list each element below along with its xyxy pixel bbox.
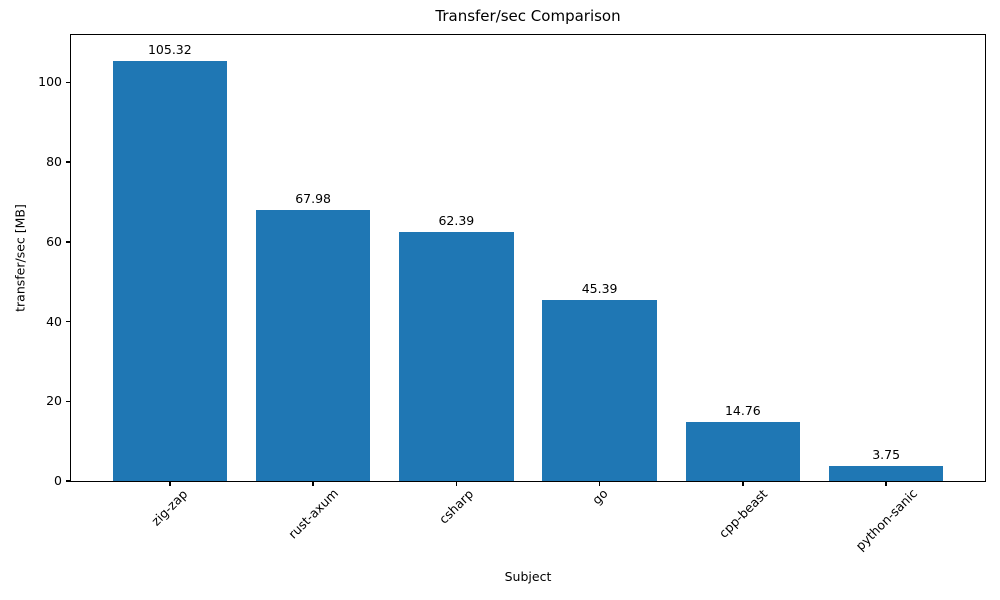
y-tick-label: 20 bbox=[46, 393, 62, 409]
x-tick-mark bbox=[455, 481, 458, 486]
x-tick-label-zig-zap: zig-zap bbox=[148, 486, 191, 529]
y-tick-label: 80 bbox=[46, 154, 62, 170]
plot-area: 0 20 40 60 80 100 105.32 zig-zap 67.98 rust-axum 6… bbox=[38, 34, 986, 554]
bar-value-label: 14.76 bbox=[724, 403, 761, 419]
bar-python-sanic bbox=[828, 466, 944, 481]
y-tick-label: 100 bbox=[38, 74, 62, 90]
bar-value-label: 105.32 bbox=[147, 42, 192, 58]
x-tick-label-go: go bbox=[588, 486, 611, 508]
x-tick-label-csharp: csharp bbox=[436, 485, 477, 527]
bar-csharp bbox=[399, 232, 514, 481]
y-tick-mark bbox=[66, 241, 71, 243]
x-tick-label-rust-axum: rust-axum bbox=[285, 485, 342, 542]
bar-value-label: 62.39 bbox=[438, 213, 475, 229]
y-tick-mark bbox=[66, 161, 71, 163]
y-tick-mark bbox=[66, 480, 71, 482]
x-tick-label-cpp-beast: cpp-beast bbox=[715, 486, 771, 541]
y-axis-label: transfer/sec [MB] bbox=[12, 204, 28, 312]
bar-value-label: 3.75 bbox=[872, 447, 901, 463]
chart-title: Transfer/sec Comparison bbox=[435, 7, 621, 25]
y-tick-label: 40 bbox=[46, 313, 62, 329]
x-tick-mark bbox=[598, 481, 601, 486]
x-tick-mark bbox=[742, 481, 744, 486]
x-tick-mark bbox=[169, 481, 171, 486]
bar-go bbox=[542, 300, 657, 481]
y-tick-mark bbox=[66, 400, 71, 403]
bar-value-label: 45.39 bbox=[581, 281, 618, 297]
x-tick-label-python-sanic: python-sanic bbox=[852, 486, 920, 554]
bar-zig-zap bbox=[112, 61, 228, 481]
x-tick-mark bbox=[312, 481, 314, 486]
bar-value-label: 67.98 bbox=[295, 191, 331, 207]
bar-cpp-beast bbox=[685, 422, 801, 481]
y-tick-mark bbox=[66, 81, 71, 84]
y-tick-label: 60 bbox=[46, 233, 62, 249]
y-tick-mark bbox=[66, 320, 71, 323]
x-axis-label: Subject bbox=[504, 569, 552, 584]
bar-rust-axum bbox=[255, 210, 371, 481]
y-tick-label: 0 bbox=[54, 473, 62, 488]
x-tick-mark bbox=[885, 481, 887, 486]
